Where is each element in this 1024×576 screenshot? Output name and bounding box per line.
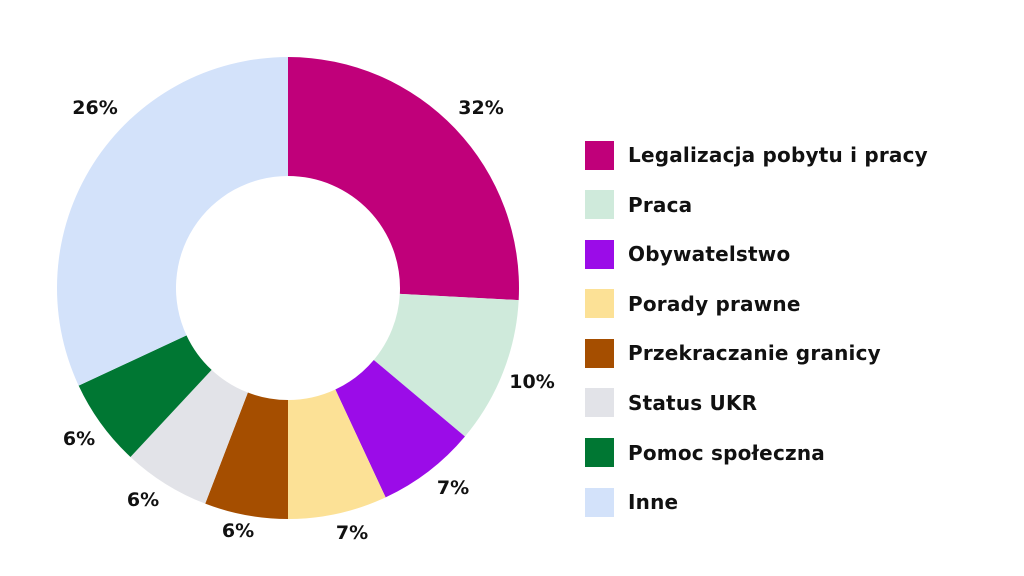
legend-label: Obywatelstwo: [628, 242, 791, 267]
pct-label-legalizacja: 32%: [458, 97, 503, 119]
donut-slice-przekraczanie-granicy: [205, 392, 288, 519]
donut-slices: [56, 57, 519, 519]
legend-swatch: [585, 338, 614, 368]
legend-swatch: [585, 289, 614, 319]
legend-swatch: [585, 239, 614, 269]
legend-label: Porady prawne: [628, 291, 801, 316]
legend: Legalizacja pobytu i pracy Praca Obywate…: [585, 140, 928, 537]
legend-swatch: [585, 140, 614, 170]
pct-label-praca: 10%: [509, 371, 554, 393]
legend-label: Status UKR: [628, 390, 758, 415]
donut-slice-inne: [56, 57, 288, 386]
pct-label-status-ukr: 6%: [127, 489, 159, 511]
pct-label-obywatelstwo: 7%: [437, 477, 469, 499]
legend-item-praca: Praca: [585, 190, 928, 220]
pct-label-przekraczanie: 6%: [222, 520, 254, 542]
legend-swatch: [585, 438, 614, 468]
legend-label: Praca: [628, 192, 693, 217]
donut-slice-porady-prawne: [288, 389, 386, 519]
legend-item-przekraczanie-granicy: Przekraczanie granicy: [585, 338, 928, 368]
donut-slice-pomoc-spo-eczna: [78, 335, 212, 457]
legend-label: Pomoc społeczna: [628, 440, 825, 465]
legend-item-pomoc-spoleczna: Pomoc społeczna: [585, 438, 928, 468]
legend-item-legalizacja: Legalizacja pobytu i pracy: [585, 140, 928, 170]
donut-slice-status-ukr: [130, 369, 248, 504]
legend-swatch: [585, 388, 614, 418]
pct-label-inne: 26%: [72, 97, 117, 119]
legend-item-obywatelstwo: Obywatelstwo: [585, 239, 928, 269]
legend-swatch: [585, 487, 614, 517]
donut-slice-legalizacja-pobytu-i-pracy: [288, 57, 519, 301]
legend-swatch: [585, 190, 614, 220]
legend-item-status-ukr: Status UKR: [585, 388, 928, 418]
percent-labels: 32% 10% 7% 7% 6% 6% 6% 26%: [63, 97, 555, 544]
pct-label-porady: 7%: [336, 522, 368, 544]
donut-slice-obywatelstwo: [335, 359, 465, 498]
legend-label: Legalizacja pobytu i pracy: [628, 143, 928, 167]
legend-item-inne: Inne: [585, 487, 928, 517]
legend-label: Inne: [628, 490, 679, 515]
legend-label: Przekraczanie granicy: [628, 341, 881, 366]
pct-label-pomoc: 6%: [63, 428, 95, 450]
legend-item-porady-prawne: Porady prawne: [585, 289, 928, 319]
donut-slice-praca: [373, 293, 519, 437]
